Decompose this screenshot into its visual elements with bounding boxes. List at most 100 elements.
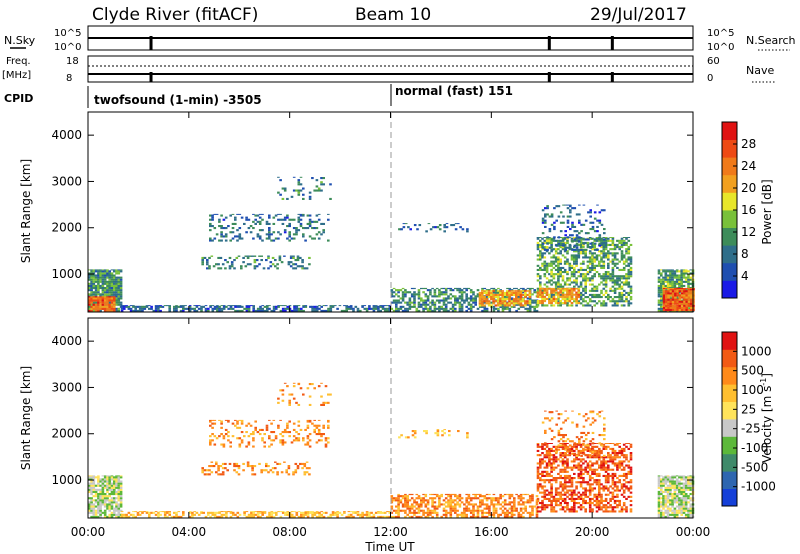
heatmap-cell [317,213,321,215]
heatmap-cell [317,439,321,442]
heatmap-cell [157,513,160,516]
heatmap-cell [217,263,220,266]
heatmap-cell [575,447,578,450]
heatmap-cell [506,304,509,307]
heatmap-cell [559,242,563,245]
heatmap-cell [613,287,617,290]
heatmap-cell [423,430,426,433]
heatmap-cell [522,289,525,292]
heatmap-cell [666,270,670,273]
heatmap-cell [544,221,547,224]
heatmap-cell [113,493,116,496]
heatmap-cell [250,513,253,516]
heatmap-cell [669,302,673,305]
heatmap-cell [678,304,682,307]
heatmap-cell [531,509,534,512]
heatmap-cell [261,213,264,215]
heatmap-cell [526,493,530,496]
heatmap-cell [554,510,558,513]
heatmap-cell [570,489,574,492]
heatmap-cell [268,229,271,232]
heatmap-cell [177,305,181,308]
heatmap-cell [306,511,310,514]
heatmap-cell [256,515,260,518]
heatmap-cell [579,273,583,276]
heatmap-cell [237,255,241,257]
heatmap-cell [252,445,255,448]
heatmap-cell [352,515,355,518]
heatmap-cell [517,291,520,294]
heatmap-cell [602,264,606,267]
heatmap-cell [492,293,495,296]
heatmap-cell [545,237,549,240]
heatmap-cell [669,298,673,301]
heatmap-cell [588,510,592,513]
heatmap-cell [616,277,619,280]
heatmap-cell [110,499,114,502]
heatmap-cell [517,515,521,518]
heatmap-cell [602,266,606,269]
heatmap-cell [327,419,330,421]
heatmap-cell [671,288,675,291]
heatmap-cell [566,262,569,265]
heatmap-cell [627,275,631,278]
heatmap-cell [361,513,364,516]
heatmap-cell [390,291,394,294]
heatmap-cell [108,499,111,502]
heatmap-cell [110,272,114,275]
heatmap-cell [561,246,565,249]
heatmap-cell [575,493,578,496]
heatmap-cell [557,293,560,296]
heatmap-cell [543,266,547,269]
heatmap-cell [286,225,289,228]
heatmap-cell [274,265,277,268]
heatmap-cell [404,501,407,504]
heatmap-cell [315,233,319,236]
heatmap-cell [454,495,457,498]
heatmap-cell [588,454,592,457]
heatmap-cell [579,468,583,471]
heatmap-cell [575,464,578,467]
heatmap-cell [236,422,239,425]
heatmap-cell [313,220,316,223]
heatmap-cell [517,300,520,303]
heatmap-cell [209,218,212,221]
heatmap-cell [561,464,565,467]
heatmap-cell [554,504,558,507]
heatmap-cell [390,293,394,296]
heatmap-cell [657,272,661,275]
heatmap-cell [563,479,567,482]
heatmap-cell [206,263,209,266]
heatmap-cell [548,302,551,305]
heatmap-cell [465,293,468,296]
heatmap-cell [429,293,432,296]
heatmap-cell [110,282,114,285]
heatmap-cell [575,248,579,251]
heatmap-cell [618,277,621,280]
heatmap-cell [460,513,464,516]
heatmap-cell [417,515,421,518]
heatmap-cell [99,301,102,304]
heatmap-cell [245,511,249,513]
heatmap-cell [611,300,615,303]
heatmap-cell [120,305,124,308]
heatmap-cell [579,474,583,477]
heatmap-cell [324,439,328,442]
heatmap-cell [225,305,228,308]
heatmap-cell [579,443,583,446]
heatmap-cell [226,261,229,264]
heatmap-cell [625,291,628,294]
heatmap-cell [449,287,453,290]
heatmap-cell [138,513,142,516]
heatmap-cell [472,515,475,518]
heatmap-cell [528,513,532,516]
heatmap-cell [609,277,612,280]
heatmap-cell [570,264,574,267]
heatmap-cell [99,490,102,493]
heatmap-cell [604,285,608,288]
heatmap-cell [577,474,581,477]
heatmap-cell [443,429,446,431]
heatmap-cell [300,307,303,310]
heatmap-cell [220,511,224,513]
heatmap-cell [182,511,185,514]
